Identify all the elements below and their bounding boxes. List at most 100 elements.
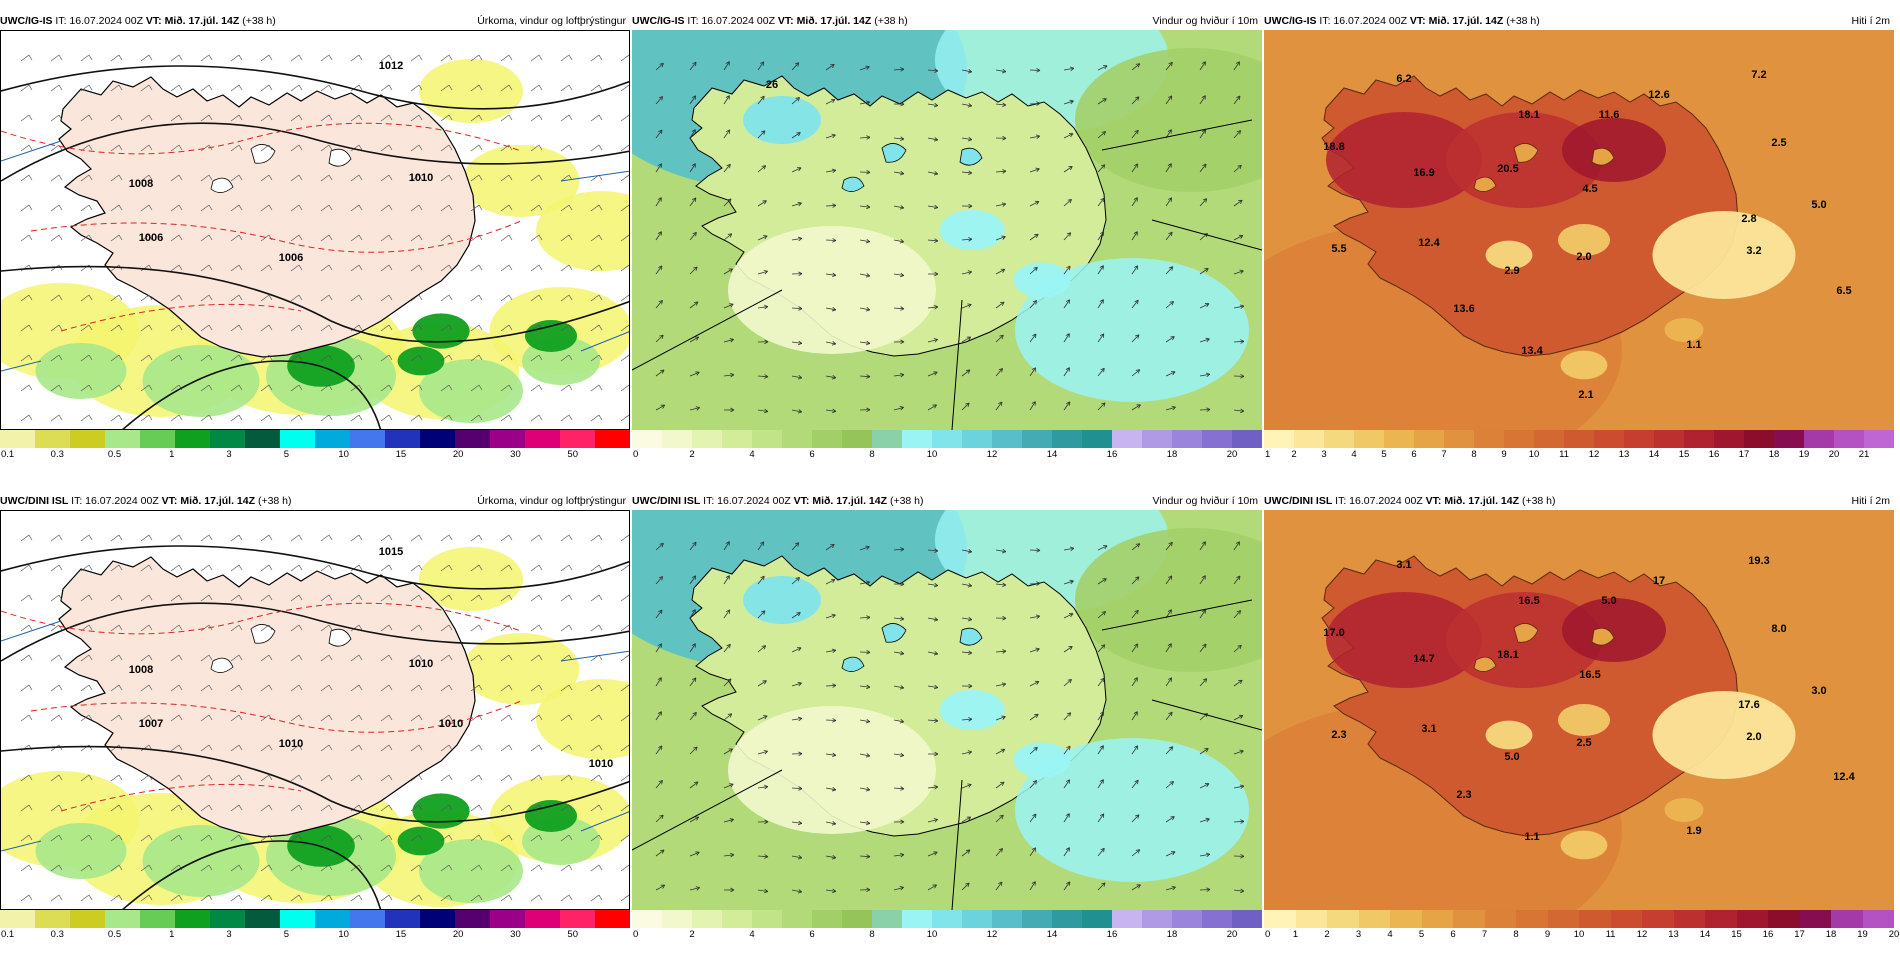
color-scale-tick-label: 0.1	[1, 929, 14, 940]
color-scale-swatch	[1052, 910, 1082, 928]
map-area[interactable]: 26	[632, 30, 1262, 430]
color-scale-tick-label: 3	[1356, 929, 1361, 940]
color-scale-tick-label: 18	[1167, 929, 1178, 940]
color-scale-swatch	[872, 430, 902, 448]
color-scale-swatch	[1384, 430, 1414, 448]
map-area[interactable]	[632, 510, 1262, 910]
color-scale-tick-label: 5	[284, 449, 289, 460]
color-scale-swatch	[175, 430, 210, 448]
map-value-label: 17.0	[1323, 627, 1344, 639]
color-scale-swatch	[1142, 910, 1172, 928]
color-scale-tick-label: 6	[809, 449, 814, 460]
panel-title: Vindur og hviður í 10m	[1153, 12, 1258, 30]
map-value-label: 3.2	[1746, 245, 1761, 257]
panel-header: UWC/DINI ISL IT: 16.07.2024 00Z VT: Mið.…	[1264, 492, 1894, 510]
color-scale-tick-label: 15	[1731, 929, 1742, 940]
color-scale-swatch	[932, 910, 962, 928]
init-time: IT: 16.07.2024 00Z	[687, 15, 775, 27]
panel-header: UWC/IG-IS IT: 16.07.2024 00Z VT: Mið. 17…	[1264, 12, 1894, 30]
color-scale-swatch	[1082, 910, 1112, 928]
map-value-label: 17.6	[1738, 699, 1759, 711]
color-scale-tick-label: 2	[1324, 929, 1329, 940]
color-scale-swatch	[490, 430, 525, 448]
lead-time: (+38 h)	[890, 495, 924, 507]
map-value-label: 2.1	[1578, 389, 1593, 401]
color-scale-swatch	[350, 430, 385, 448]
color-scale-swatch	[1232, 910, 1262, 928]
map-value-label: 17	[1653, 575, 1665, 587]
color-scale-swatch	[812, 910, 842, 928]
color-scale-swatch	[1564, 430, 1594, 448]
init-time: IT: 16.07.2024 00Z	[1319, 15, 1407, 27]
map-value-label: 3.0	[1811, 685, 1826, 697]
color-scale-swatch	[280, 430, 315, 448]
precip-map-panel-igis: UWC/IG-IS IT: 16.07.2024 00Z VT: Mið. 17…	[0, 12, 630, 477]
color-scale-swatch	[1624, 430, 1654, 448]
map-value-label: 1010	[409, 658, 433, 670]
color-scale-swatch	[1504, 430, 1534, 448]
color-scale-swatch	[1264, 430, 1294, 448]
color-scale-swatch	[1684, 430, 1714, 448]
color-scale-swatch	[1834, 430, 1864, 448]
color-scale-tick-label: 16	[1709, 449, 1720, 460]
color-scale-swatch	[1714, 430, 1744, 448]
color-scale-tick-label: 5	[1419, 929, 1424, 940]
color-scale-swatch	[842, 430, 872, 448]
color-scale-tick-label: 18	[1826, 929, 1837, 940]
panel-header: UWC/DINI ISL IT: 16.07.2024 00Z VT: Mið.…	[0, 492, 630, 510]
color-scale-swatch	[1414, 430, 1444, 448]
valid-time: VT: Mið. 17.júl. 14Z	[1426, 495, 1519, 507]
color-scale-swatch	[692, 910, 722, 928]
color-scale-swatch	[245, 430, 280, 448]
color-scale-bar	[632, 430, 1262, 448]
color-scale-tick-label: 3	[226, 929, 231, 940]
color-scale-swatch	[0, 430, 35, 448]
color-scale-swatch	[455, 910, 490, 928]
map-value-label: 1006	[279, 252, 303, 264]
color-scale-tick-label: 12	[1589, 449, 1600, 460]
map-value-label: 5.0	[1601, 595, 1616, 607]
color-scale-bar	[632, 910, 1262, 928]
color-scale-swatch	[175, 910, 210, 928]
color-scale-swatch	[105, 910, 140, 928]
map-value-label: 2.5	[1576, 737, 1591, 749]
color-scale-tick-label: 8	[869, 929, 874, 940]
panel-title: Úrkoma, vindur og loftþrýstingur	[477, 492, 626, 510]
color-scale-tick-label: 7	[1441, 449, 1446, 460]
wind-map-canvas: 26	[632, 30, 1262, 430]
color-scale-swatch	[1864, 430, 1894, 448]
color-scale-bar	[1264, 430, 1894, 448]
color-scale-tick-label: 19	[1857, 929, 1868, 940]
color-scale-swatch	[140, 910, 175, 928]
color-scale-tick-label: 30	[510, 929, 521, 940]
color-scale-tick-label: 20	[1227, 929, 1238, 940]
map-value-label: 3.1	[1396, 559, 1411, 571]
color-scale-tick-label: 14	[1047, 449, 1058, 460]
color-scale-swatch	[1264, 910, 1296, 928]
color-scale-swatch	[1485, 910, 1517, 928]
color-scale-swatch	[1296, 910, 1328, 928]
color-scale-swatch	[1800, 910, 1832, 928]
color-scale-swatch	[1354, 430, 1384, 448]
init-time: IT: 16.07.2024 00Z	[55, 15, 143, 27]
map-value-label: 14.7	[1413, 653, 1434, 665]
color-scale-tick-label: 6	[809, 929, 814, 940]
color-scale-swatch	[1516, 910, 1548, 928]
init-time: IT: 16.07.2024 00Z	[703, 495, 791, 507]
color-scale-swatch	[595, 910, 630, 928]
lead-time: (+38 h)	[1506, 15, 1540, 27]
color-scale-swatch	[1774, 430, 1804, 448]
map-value-label: 1008	[129, 178, 153, 190]
color-scale-tick-label: 50	[567, 929, 578, 940]
map-value-label: 6.2	[1396, 73, 1411, 85]
color-scale-tick-label: 12	[987, 449, 998, 460]
color-scale-swatch	[1744, 430, 1774, 448]
color-scale-tick-label: 1	[169, 449, 174, 460]
color-scale-swatch	[1142, 430, 1172, 448]
